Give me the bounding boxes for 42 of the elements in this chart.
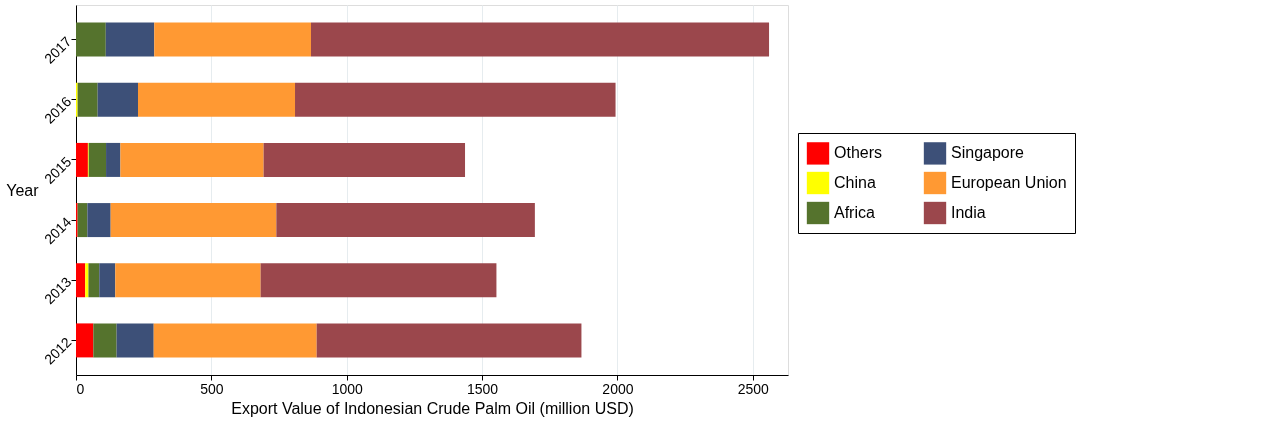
bar bbox=[260, 263, 497, 298]
bar bbox=[295, 82, 616, 117]
x-tick-label: 0 bbox=[76, 380, 85, 397]
bar bbox=[276, 203, 535, 238]
legend-label: China bbox=[834, 174, 876, 191]
bar bbox=[105, 22, 155, 57]
bar bbox=[76, 22, 106, 57]
bar bbox=[88, 263, 100, 298]
bar bbox=[77, 203, 88, 238]
bar bbox=[120, 142, 264, 177]
bar bbox=[97, 82, 138, 117]
x-axis-title: Export Value of Indonesian Crude Palm Oil (million USD) bbox=[231, 399, 634, 417]
bar bbox=[76, 263, 86, 298]
bar bbox=[106, 142, 121, 177]
legend-label: Others bbox=[834, 144, 883, 162]
legend-label: Singapore bbox=[951, 144, 1025, 162]
x-tick-label: 1500 bbox=[467, 380, 499, 397]
bar bbox=[88, 142, 107, 177]
y-axis-title: Year bbox=[6, 181, 40, 199]
bar bbox=[263, 142, 466, 177]
bar bbox=[87, 203, 111, 238]
bar bbox=[93, 323, 117, 358]
bar bbox=[85, 263, 89, 298]
x-tick-label: 1000 bbox=[331, 380, 363, 397]
bar bbox=[76, 323, 94, 358]
bar bbox=[153, 323, 317, 358]
bar bbox=[77, 82, 98, 117]
x-tick-label: 2000 bbox=[602, 380, 634, 397]
x-tick-label: 2500 bbox=[737, 380, 770, 397]
bar bbox=[316, 323, 582, 358]
bar bbox=[76, 142, 88, 177]
bar bbox=[154, 22, 311, 57]
legend-label: Africa bbox=[834, 204, 875, 221]
bar bbox=[138, 82, 296, 117]
x-tick-label: 500 bbox=[200, 380, 224, 397]
legend-label: European Union bbox=[951, 174, 1067, 191]
bar bbox=[116, 323, 154, 358]
bar bbox=[110, 203, 277, 238]
bar bbox=[99, 263, 116, 298]
legend-label: India bbox=[951, 204, 986, 221]
bar bbox=[310, 22, 770, 57]
bar bbox=[115, 263, 261, 298]
